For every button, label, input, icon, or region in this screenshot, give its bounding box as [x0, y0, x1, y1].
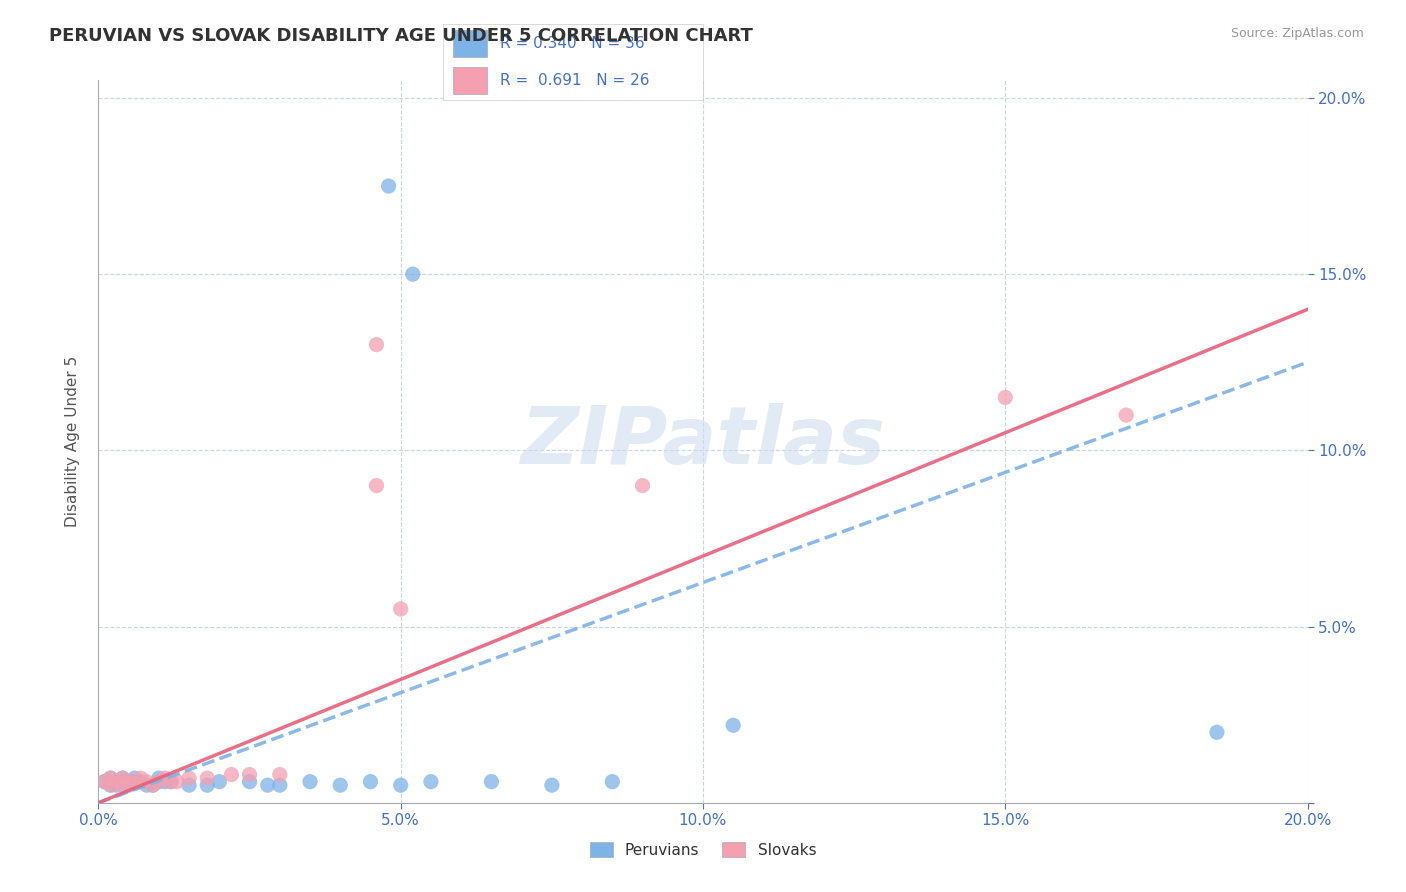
- Point: [124, 774, 146, 789]
- Point: [540, 778, 562, 792]
- Point: [148, 774, 170, 789]
- Point: [142, 778, 165, 792]
- Point: [160, 774, 183, 789]
- Point: [111, 778, 134, 792]
- Point: [100, 771, 122, 785]
- Point: [360, 774, 382, 789]
- Point: [366, 337, 388, 351]
- Point: [1206, 725, 1229, 739]
- Point: [256, 778, 278, 792]
- FancyBboxPatch shape: [453, 30, 486, 57]
- Point: [111, 774, 134, 789]
- Point: [723, 718, 745, 732]
- Point: [239, 767, 262, 781]
- Legend: Peruvians, Slovaks: Peruvians, Slovaks: [583, 836, 823, 863]
- Point: [377, 179, 399, 194]
- Point: [179, 771, 201, 785]
- Point: [631, 478, 654, 492]
- Point: [195, 771, 218, 785]
- Point: [153, 771, 176, 785]
- Point: [135, 774, 157, 789]
- Point: [148, 774, 170, 789]
- Point: [195, 778, 218, 792]
- Point: [118, 774, 141, 789]
- Point: [129, 774, 152, 789]
- Point: [269, 767, 291, 781]
- Text: ZIPatlas: ZIPatlas: [520, 402, 886, 481]
- Point: [329, 778, 352, 792]
- Text: R = 0.340   N = 36: R = 0.340 N = 36: [501, 36, 645, 51]
- Point: [100, 778, 122, 792]
- Point: [420, 774, 443, 789]
- Point: [153, 774, 176, 789]
- Point: [100, 771, 122, 785]
- Point: [269, 778, 291, 792]
- Point: [105, 774, 128, 789]
- Point: [1115, 408, 1137, 422]
- Point: [105, 778, 128, 792]
- Point: [93, 774, 115, 789]
- Point: [148, 771, 170, 785]
- Point: [166, 774, 188, 789]
- Point: [160, 774, 183, 789]
- Point: [602, 774, 624, 789]
- Point: [100, 778, 122, 792]
- Point: [179, 778, 201, 792]
- Y-axis label: Disability Age Under 5: Disability Age Under 5: [65, 356, 80, 527]
- Point: [366, 478, 388, 492]
- Point: [239, 774, 262, 789]
- Point: [93, 774, 115, 789]
- Point: [124, 774, 146, 789]
- Point: [221, 767, 243, 781]
- Point: [111, 771, 134, 785]
- Point: [481, 774, 503, 789]
- Point: [135, 778, 157, 792]
- Point: [389, 778, 412, 792]
- FancyBboxPatch shape: [453, 67, 486, 94]
- Point: [402, 267, 425, 281]
- Point: [118, 774, 141, 789]
- Point: [105, 774, 128, 789]
- Point: [118, 778, 141, 792]
- Point: [994, 391, 1017, 405]
- Point: [111, 771, 134, 785]
- Point: [124, 771, 146, 785]
- Point: [389, 602, 412, 616]
- Text: PERUVIAN VS SLOVAK DISABILITY AGE UNDER 5 CORRELATION CHART: PERUVIAN VS SLOVAK DISABILITY AGE UNDER …: [49, 27, 754, 45]
- Point: [299, 774, 322, 789]
- Point: [129, 771, 152, 785]
- Point: [208, 774, 231, 789]
- Text: R =  0.691   N = 26: R = 0.691 N = 26: [501, 73, 650, 88]
- Point: [142, 778, 165, 792]
- Text: Source: ZipAtlas.com: Source: ZipAtlas.com: [1230, 27, 1364, 40]
